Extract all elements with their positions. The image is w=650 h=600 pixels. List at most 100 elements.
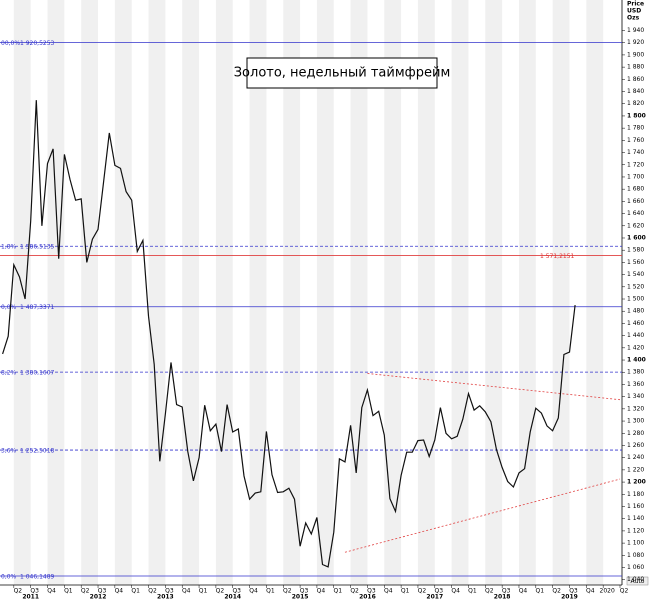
x-tick-label: Q3 bbox=[98, 588, 107, 595]
x-tick-label: Q4 bbox=[47, 588, 56, 595]
y-tick-label: 1 780 bbox=[627, 125, 644, 132]
x-tick-label: Q2 bbox=[14, 588, 23, 595]
y-tick-label: 1 920 bbox=[627, 39, 644, 46]
stripe bbox=[552, 0, 570, 585]
fib-level-label: 0,0% bbox=[1, 304, 17, 311]
y-tick-label: 1 900 bbox=[627, 51, 644, 58]
title-box: Золото, недельный таймфрейм bbox=[234, 57, 450, 89]
y-tick-label: 1 400 bbox=[627, 357, 646, 364]
x-year-label: 2017 bbox=[426, 594, 443, 600]
y-tick-label: 1 060 bbox=[627, 564, 644, 571]
x-tick-label: Q2 bbox=[552, 588, 561, 595]
fib-value-label: 1 046,1489 bbox=[20, 573, 55, 580]
stripe bbox=[283, 0, 301, 585]
x-year-label: 2016 bbox=[359, 594, 376, 600]
stripe bbox=[384, 0, 402, 585]
x-tick-label: Q2 bbox=[148, 588, 157, 595]
x-tick-label: Q4 bbox=[249, 588, 258, 595]
x-tick-label: Q3 bbox=[569, 588, 578, 595]
stripe bbox=[316, 0, 334, 585]
y-tick-label: 1 620 bbox=[627, 222, 644, 229]
stripe bbox=[114, 0, 132, 585]
x-tick-label: Q1 bbox=[199, 588, 208, 595]
y-tick-label: 1 760 bbox=[627, 137, 644, 144]
x-tick-label: Q4 bbox=[586, 588, 595, 595]
fib-level-label: 8,2% bbox=[1, 370, 17, 377]
x-year-label: 2014 bbox=[224, 594, 241, 600]
x-tick-label: Q1 bbox=[401, 588, 410, 595]
y-tick-label: 1 180 bbox=[627, 491, 644, 498]
x-tick-label: Q4 bbox=[115, 588, 124, 595]
y-tick-label: 1 140 bbox=[627, 515, 644, 522]
axis-header: Price bbox=[627, 1, 644, 8]
y-tick-label: 1 460 bbox=[627, 320, 644, 327]
price-axis-bg bbox=[622, 0, 650, 600]
x-tick-label: Q2 bbox=[485, 588, 494, 595]
y-tick-label: 1 320 bbox=[627, 405, 644, 412]
y-tick-label: 1 660 bbox=[627, 198, 644, 205]
y-tick-label: 1 700 bbox=[627, 173, 644, 180]
axis-header: Ozs bbox=[627, 15, 640, 22]
x-tick-label: Q4 bbox=[519, 588, 528, 595]
y-tick-label: 1 500 bbox=[627, 296, 644, 303]
stripe bbox=[417, 0, 435, 585]
x-tick-label: Q2 bbox=[350, 588, 359, 595]
y-tick-label: 1 100 bbox=[627, 540, 644, 547]
x-tick-label: Q4 bbox=[182, 588, 191, 595]
x-tick-label: Q4 bbox=[451, 588, 460, 595]
fib-value-label: 1 380,1607 bbox=[20, 370, 55, 377]
y-tick-label: 1 220 bbox=[627, 466, 644, 473]
y-tick-label: 1 820 bbox=[627, 100, 644, 107]
y-tick-label: 1 300 bbox=[627, 418, 644, 425]
y-tick-label: 1 640 bbox=[627, 210, 644, 217]
price-line-label: 1 571,2151 bbox=[540, 253, 575, 260]
x-tick-label: Q3 bbox=[165, 588, 174, 595]
y-tick-label: 1 740 bbox=[627, 149, 644, 156]
x-tick-label: Q2 bbox=[418, 588, 427, 595]
x-tick-label: 2020 bbox=[600, 588, 615, 595]
price-line-series bbox=[2, 100, 576, 568]
y-tick-label: 1 260 bbox=[627, 442, 644, 449]
x-tick-label: Q2 bbox=[620, 588, 629, 595]
stripe bbox=[13, 0, 31, 585]
x-tick-label: Q1 bbox=[333, 588, 342, 595]
y-tick-label: 1 600 bbox=[627, 234, 646, 241]
y-tick-label: 1 360 bbox=[627, 381, 644, 388]
y-tick-label: 1 720 bbox=[627, 161, 644, 168]
title-frame bbox=[246, 57, 438, 89]
fib-value-label: 1 920,5253 bbox=[20, 40, 55, 47]
stripe bbox=[47, 0, 65, 585]
y-tick-label: 1 280 bbox=[627, 430, 644, 437]
stripe bbox=[586, 0, 604, 585]
stripe bbox=[249, 0, 267, 585]
y-tick-label: 1 560 bbox=[627, 259, 644, 266]
stripe bbox=[518, 0, 536, 585]
y-tick-label: 1 200 bbox=[627, 479, 646, 486]
stripe bbox=[148, 0, 166, 585]
y-tick-label: 1 340 bbox=[627, 393, 644, 400]
axis-header: USD bbox=[627, 8, 641, 15]
x-tick-label: Q3 bbox=[232, 588, 241, 595]
x-year-label: 2011 bbox=[22, 594, 39, 600]
x-tick-label: Q1 bbox=[266, 588, 275, 595]
y-tick-label: 1 800 bbox=[627, 112, 646, 119]
y-tick-label: 1 120 bbox=[627, 527, 644, 534]
y-tick-label: 1 380 bbox=[627, 369, 644, 376]
y-tick-label: 1 440 bbox=[627, 332, 644, 339]
x-tick-label: Q4 bbox=[317, 588, 326, 595]
x-year-label: 2018 bbox=[494, 594, 511, 600]
fib-level-label: 1,8% bbox=[1, 244, 17, 251]
stripe bbox=[182, 0, 200, 585]
y-tick-label: 1 480 bbox=[627, 308, 644, 315]
y-tick-label: 1 540 bbox=[627, 271, 644, 278]
x-tick-label: Q3 bbox=[300, 588, 309, 595]
y-tick-label: 1 940 bbox=[627, 27, 644, 34]
auto-button[interactable] bbox=[626, 576, 649, 586]
y-tick-label: 1 520 bbox=[627, 283, 644, 290]
x-tick-label: Q3 bbox=[502, 588, 511, 595]
auto-button-label[interactable]: Auto bbox=[631, 578, 645, 585]
y-tick-label: 1 420 bbox=[627, 344, 644, 351]
y-tick-label: 1 240 bbox=[627, 454, 644, 461]
